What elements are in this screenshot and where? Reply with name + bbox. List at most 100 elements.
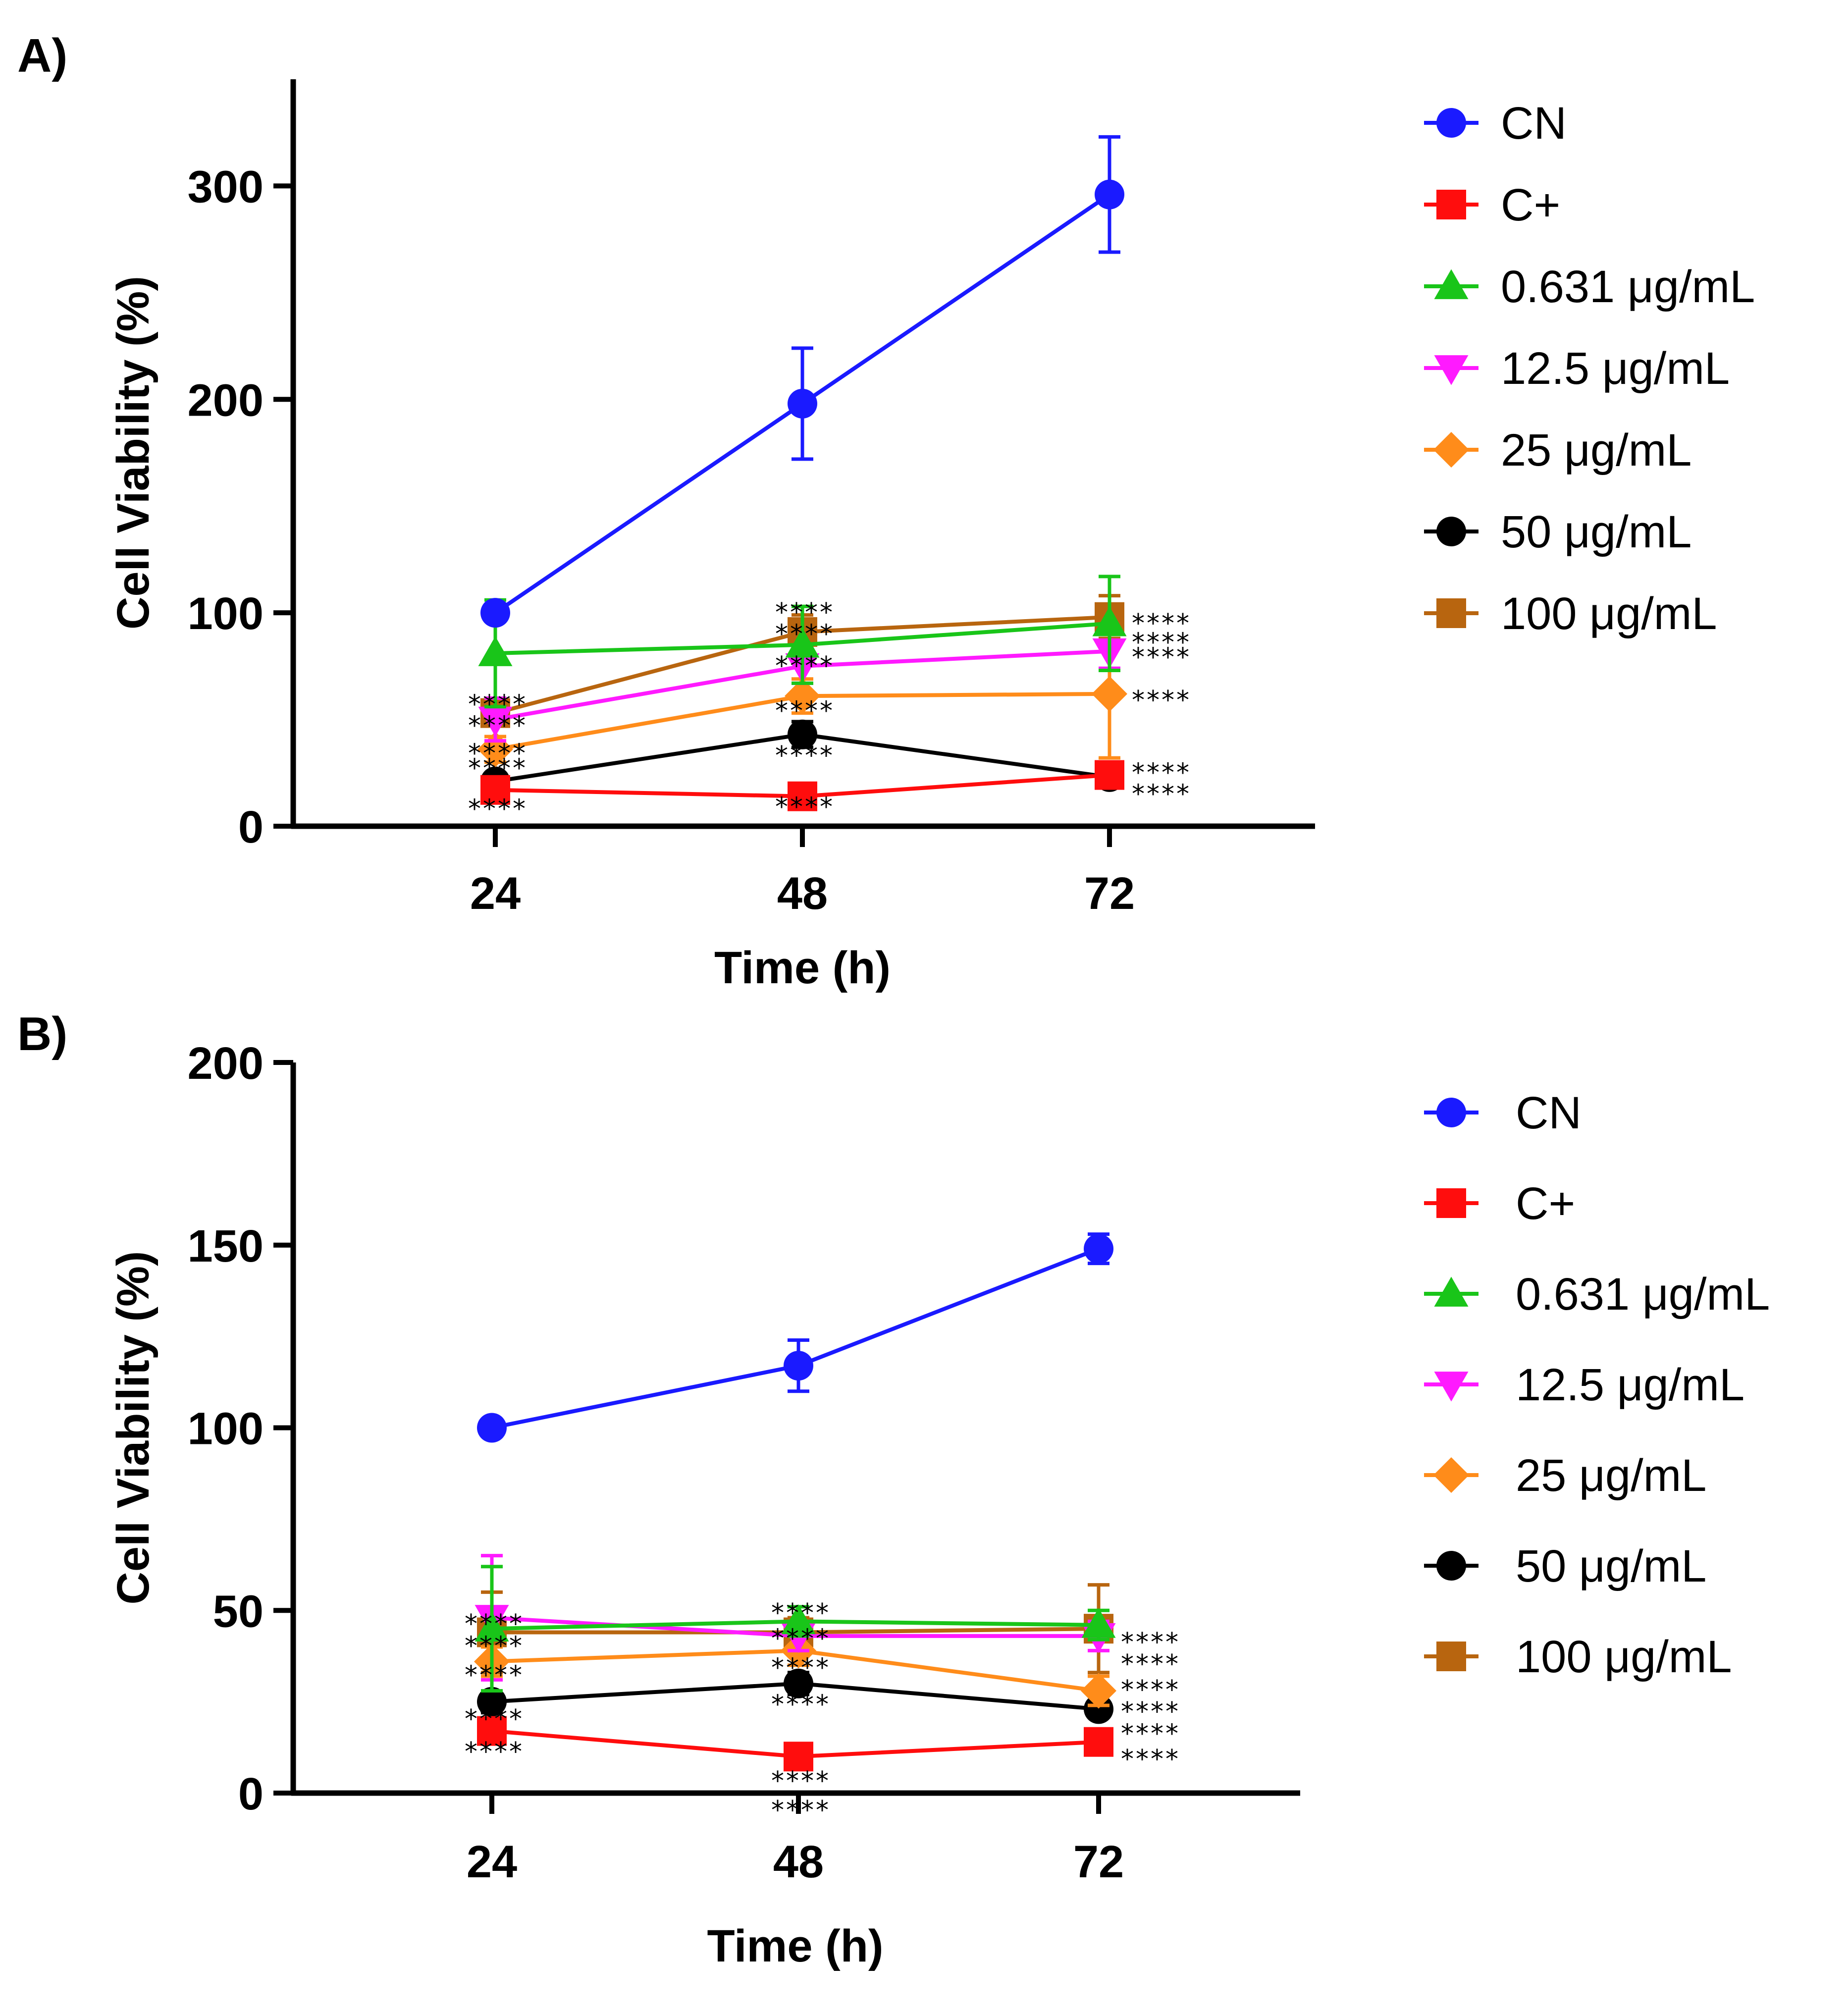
significance-label: **** xyxy=(468,711,528,741)
legend-label: 50 μg/mL xyxy=(1501,507,1691,557)
legend-marker xyxy=(1436,1642,1466,1671)
series-1 xyxy=(477,1716,1113,1772)
panel-b: B) 0 50 100 150 200 24 48 72 Time (h) Cell Viabili… xyxy=(17,1007,1770,1971)
y-tick-label: 0 xyxy=(238,802,264,852)
legend-item: C+ xyxy=(1424,1178,1575,1229)
data-point xyxy=(788,781,817,811)
panel-a: A) 0 100 200 300 24 48 72 Time (h) Cell Viability… xyxy=(17,29,1755,993)
significance-label: **** xyxy=(771,1653,831,1683)
data-point xyxy=(785,628,820,658)
series-1 xyxy=(480,760,1124,811)
legend-marker xyxy=(1436,1551,1466,1581)
legend-label: 25 μg/mL xyxy=(1501,425,1691,476)
data-point xyxy=(788,388,817,419)
legend-item: 25 μg/mL xyxy=(1424,1450,1706,1501)
significance-label: **** xyxy=(1132,758,1191,788)
data-point xyxy=(784,1351,813,1381)
x-tick-label: 24 xyxy=(467,1837,517,1887)
panel-label: A) xyxy=(17,29,67,82)
significance-label: **** xyxy=(468,689,528,719)
legend-marker xyxy=(1434,269,1469,299)
legend-label: 100 μg/mL xyxy=(1501,588,1717,639)
series-0 xyxy=(480,135,1124,628)
series-line xyxy=(491,1247,1100,1430)
panel-label: B) xyxy=(17,1007,67,1060)
legend-marker xyxy=(1436,1098,1466,1127)
data-point xyxy=(1095,179,1124,210)
legend-marker xyxy=(1436,108,1466,138)
y-tick-label: 100 xyxy=(188,588,264,639)
y-tick-label: 200 xyxy=(188,375,264,425)
legend-marker xyxy=(1434,1276,1469,1307)
data-point xyxy=(1095,760,1124,790)
series-5 xyxy=(477,1668,1113,1724)
legend-item: 100 μg/mL xyxy=(1424,1632,1732,1682)
data-point xyxy=(477,1687,507,1717)
significance-label: **** xyxy=(465,1609,524,1639)
legend-label: 100 μg/mL xyxy=(1516,1632,1732,1682)
significance-label: **** xyxy=(468,754,528,784)
y-axis-title: Cell Viability (%) xyxy=(108,276,158,630)
legend-item: 0.631 μg/mL xyxy=(1424,262,1755,312)
x-tick-label: 48 xyxy=(777,868,828,919)
legend-item: 0.631 μg/mL xyxy=(1424,1269,1770,1320)
significance-label: **** xyxy=(775,741,835,771)
legend-item: C+ xyxy=(1424,180,1560,230)
significance-label: **** xyxy=(1132,628,1191,658)
legend-item: 50 μg/mL xyxy=(1424,1541,1706,1591)
data-point xyxy=(781,1604,816,1635)
significance-label: **** xyxy=(771,1766,831,1796)
legend-label: C+ xyxy=(1516,1178,1575,1229)
x-tick-label: 48 xyxy=(773,1837,824,1887)
significance-label: **** xyxy=(465,1660,524,1690)
series-2 xyxy=(475,1565,1116,1693)
significance-label: **** xyxy=(1121,1745,1180,1774)
significance-label: **** xyxy=(468,739,528,769)
significance-label: **** xyxy=(775,619,835,649)
data-point xyxy=(475,1611,509,1642)
data-point xyxy=(1084,1694,1113,1724)
significance-label: **** xyxy=(1132,686,1191,715)
significance-label: **** xyxy=(468,795,528,824)
series-0 xyxy=(477,1232,1113,1443)
legend-label: 12.5 μg/mL xyxy=(1516,1360,1744,1410)
significance-label: **** xyxy=(775,696,835,726)
significance-label: **** xyxy=(771,1796,831,1825)
legend-label: C+ xyxy=(1501,180,1560,230)
legend-label: 25 μg/mL xyxy=(1516,1450,1706,1501)
data-point xyxy=(477,1413,507,1443)
significance-label: **** xyxy=(1121,1649,1180,1679)
significance-label: **** xyxy=(465,1631,524,1661)
data-point xyxy=(1084,1727,1113,1757)
significance-label: **** xyxy=(1121,1697,1180,1727)
significance-label: **** xyxy=(775,792,835,822)
significance-label: **** xyxy=(771,1598,831,1628)
significance-label: **** xyxy=(771,1624,831,1654)
data-point xyxy=(1081,1608,1116,1638)
data-point xyxy=(480,598,510,628)
legend-marker xyxy=(1436,190,1466,219)
x-tick-label: 24 xyxy=(470,868,521,919)
legend-marker xyxy=(1434,355,1469,385)
y-tick-label: 200 xyxy=(188,1038,264,1089)
significance-label: **** xyxy=(465,1737,524,1767)
legend-item: CN xyxy=(1424,1088,1582,1138)
legend-marker xyxy=(1433,1457,1469,1493)
y-tick-label: 50 xyxy=(213,1586,264,1637)
data-point xyxy=(788,719,817,749)
significance-label: **** xyxy=(1121,1628,1180,1657)
y-tick-label: 0 xyxy=(238,1769,264,1819)
y-tick-label: 150 xyxy=(188,1221,264,1271)
data-point xyxy=(477,1716,507,1746)
legend-label: 50 μg/mL xyxy=(1516,1541,1706,1591)
significance-label: **** xyxy=(1132,609,1191,638)
data-point xyxy=(1084,1234,1113,1264)
y-tick-label: 300 xyxy=(188,161,264,212)
data-point xyxy=(785,678,820,714)
legend-marker xyxy=(1433,432,1469,468)
legend-marker xyxy=(1436,1188,1466,1218)
x-axis-title: Time (h) xyxy=(707,1921,883,1971)
legend-label: 0.631 μg/mL xyxy=(1501,262,1755,312)
x-tick-label: 72 xyxy=(1073,1837,1124,1887)
